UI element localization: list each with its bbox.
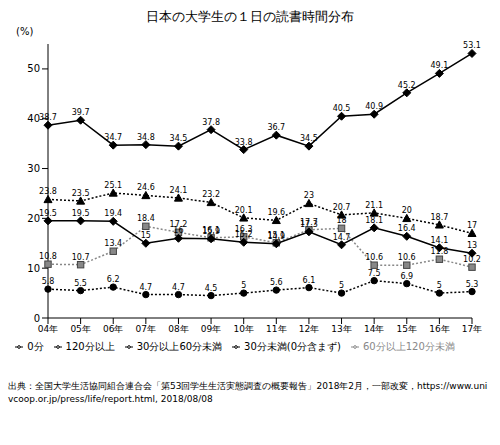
svg-text:20.7: 20.7	[333, 203, 351, 212]
svg-text:38.7: 38.7	[39, 113, 57, 122]
svg-text:17.2: 17.2	[169, 220, 188, 230]
svg-text:17.3: 17.3	[300, 220, 318, 229]
svg-text:5: 5	[437, 281, 442, 290]
svg-text:6.1: 6.1	[303, 276, 316, 285]
svg-text:17年: 17年	[462, 324, 482, 334]
svg-text:15.9: 15.9	[202, 227, 220, 236]
svg-text:04年: 04年	[38, 324, 58, 334]
svg-text:20: 20	[27, 213, 40, 224]
svg-text:20: 20	[402, 206, 412, 215]
svg-text:13年: 13年	[331, 324, 351, 334]
svg-text:0: 0	[34, 313, 40, 324]
svg-text:40.5: 40.5	[333, 104, 351, 113]
svg-text:13: 13	[467, 241, 477, 250]
svg-text:12年: 12年	[299, 324, 319, 334]
svg-text:14.1: 14.1	[430, 236, 448, 245]
html-text:出典：全国大学生活協同組合連合会「第53回学生生活実態調査の: 出典：全国大学生活協同組合連合会「第53回学生生活実態調査の概要報告」2018年…	[8, 381, 488, 404]
svg-text:18.1: 18.1	[365, 216, 383, 225]
svg-text:34.7: 34.7	[104, 133, 122, 142]
html-text:30分以上60分未満: 30分以上60分未満	[136, 341, 223, 352]
svg-text:40: 40	[27, 113, 40, 124]
svg-text:19.5: 19.5	[72, 209, 90, 218]
svg-text:30: 30	[27, 163, 40, 174]
svg-text:(%): (%)	[16, 26, 33, 37]
svg-text:10.6: 10.6	[398, 253, 416, 262]
html-text:日本の大学生の１日の読書時間分布: 日本の大学生の１日の読書時間分布	[146, 9, 354, 24]
svg-text:34.5: 34.5	[170, 134, 188, 143]
svg-text:14.7: 14.7	[333, 233, 351, 242]
svg-text:16.1: 16.1	[202, 226, 220, 235]
svg-text:5: 5	[339, 281, 344, 290]
svg-text:24.1: 24.1	[170, 186, 188, 195]
svg-text:25.1: 25.1	[104, 181, 122, 190]
svg-text:6.2: 6.2	[107, 275, 120, 284]
svg-text:5.8: 5.8	[42, 277, 55, 286]
svg-text:40.9: 40.9	[365, 102, 383, 111]
svg-text:4.5: 4.5	[205, 284, 218, 293]
svg-text:33.8: 33.8	[235, 138, 253, 147]
svg-text:18.4: 18.4	[137, 214, 155, 223]
svg-text:20.1: 20.1	[235, 206, 253, 215]
svg-text:37.8: 37.8	[202, 118, 220, 127]
html-text:120分以上: 120分以上	[65, 341, 115, 352]
svg-text:19.5: 19.5	[39, 209, 57, 218]
svg-text:24.6: 24.6	[137, 183, 155, 192]
svg-text:06年: 06年	[103, 324, 123, 334]
svg-text:15年: 15年	[397, 324, 417, 334]
svg-text:7.5: 7.5	[368, 269, 381, 278]
svg-text:39.7: 39.7	[72, 108, 90, 117]
svg-text:08年: 08年	[168, 324, 188, 334]
svg-text:36.7: 36.7	[267, 123, 285, 132]
svg-text:15.2: 15.2	[235, 230, 253, 239]
svg-text:11年: 11年	[266, 324, 286, 334]
svg-text:10: 10	[27, 263, 40, 274]
svg-text:5.3: 5.3	[466, 280, 479, 289]
html-text:60分以上120分未満: 60分以上120分未満	[363, 341, 455, 352]
svg-text:4.7: 4.7	[172, 283, 185, 292]
svg-text:15.1: 15.1	[267, 231, 285, 240]
svg-text:18: 18	[336, 216, 346, 225]
svg-text:13.4: 13.4	[104, 239, 122, 248]
svg-text:21.1: 21.1	[365, 201, 383, 210]
svg-text:16年: 16年	[429, 324, 449, 334]
svg-text:19.6: 19.6	[267, 208, 285, 217]
svg-text:34.8: 34.8	[137, 133, 155, 142]
svg-text:18.7: 18.7	[430, 213, 448, 222]
svg-text:15: 15	[141, 231, 151, 240]
svg-text:5.6: 5.6	[270, 278, 283, 287]
svg-text:5: 5	[241, 281, 246, 290]
svg-text:23.8: 23.8	[39, 187, 57, 196]
svg-text:6.9: 6.9	[400, 272, 413, 281]
svg-text:10.7: 10.7	[72, 253, 90, 262]
svg-text:05年: 05年	[70, 324, 90, 334]
svg-text:10.8: 10.8	[39, 252, 57, 261]
svg-text:10.2: 10.2	[463, 255, 481, 264]
svg-text:5.5: 5.5	[74, 279, 87, 288]
svg-text:53.1: 53.1	[463, 41, 481, 50]
svg-text:07年: 07年	[136, 324, 156, 334]
svg-text:4.7: 4.7	[139, 283, 152, 292]
html-text:0分: 0分	[27, 341, 44, 352]
svg-text:23.5: 23.5	[72, 189, 90, 198]
svg-text:45.2: 45.2	[398, 81, 416, 90]
svg-text:49.1: 49.1	[430, 61, 448, 70]
svg-text:17: 17	[467, 221, 477, 230]
svg-text:10年: 10年	[233, 324, 253, 334]
svg-text:23.2: 23.2	[202, 190, 220, 199]
svg-text:34.5: 34.5	[300, 134, 318, 143]
svg-text:14年: 14年	[364, 324, 384, 334]
svg-text:16: 16	[173, 226, 183, 235]
svg-text:23: 23	[304, 191, 314, 200]
svg-text:19.4: 19.4	[104, 209, 122, 218]
svg-text:10.6: 10.6	[365, 253, 383, 262]
svg-text:16.4: 16.4	[398, 224, 416, 233]
html-text:30分未満(0分含まず): 30分未満(0分含まず)	[244, 341, 341, 352]
svg-text:14.9: 14.9	[267, 232, 285, 241]
svg-text:11.8: 11.8	[430, 247, 448, 256]
svg-text:50: 50	[27, 63, 40, 74]
svg-text:09年: 09年	[201, 324, 221, 334]
